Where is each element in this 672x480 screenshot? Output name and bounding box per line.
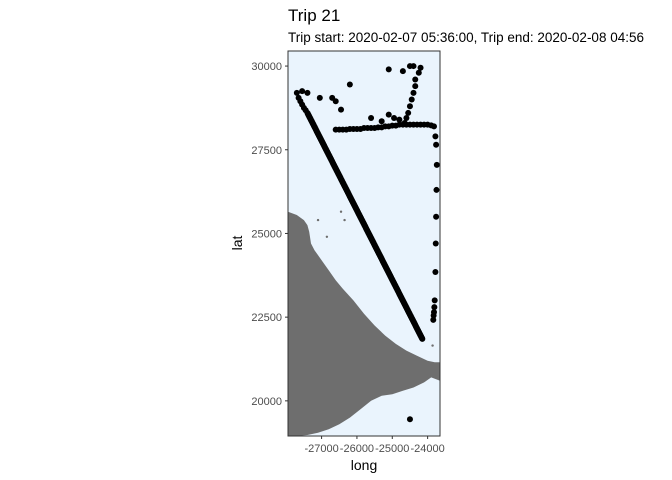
data-point (415, 69, 422, 76)
data-point (433, 161, 440, 168)
x-axis: -27000 -26000 -25000 -24000 (304, 436, 445, 455)
data-point (430, 312, 437, 319)
islet (325, 235, 329, 239)
data-point (432, 240, 439, 247)
data-point (391, 114, 398, 121)
data-point (406, 416, 413, 423)
x-tick-label: -25000 (375, 443, 409, 455)
x-tick-label: -27000 (304, 443, 338, 455)
data-point (368, 114, 375, 121)
data-point (430, 123, 437, 130)
islet (431, 344, 434, 347)
y-tick-label: 22500 (251, 312, 282, 324)
data-point (293, 89, 300, 96)
x-tick-label: -26000 (340, 443, 374, 455)
data-point (332, 98, 339, 105)
y-tick-label: 20000 (251, 396, 282, 408)
data-point (419, 335, 426, 342)
data-point (346, 81, 353, 88)
chart-subtitle: Trip start: 2020-02-07 05:36:00, Trip en… (288, 30, 644, 45)
data-point (432, 268, 439, 275)
data-point (385, 111, 392, 118)
data-point (410, 89, 417, 96)
data-point (410, 63, 417, 70)
data-point (433, 141, 440, 148)
data-point (405, 109, 412, 116)
islet (343, 218, 346, 222)
data-point (304, 89, 311, 96)
data-point (430, 316, 437, 323)
data-point (433, 213, 440, 220)
data-point (433, 186, 440, 193)
data-point (399, 68, 406, 75)
data-point (408, 96, 415, 103)
land-mass (288, 211, 440, 436)
data-point (378, 118, 385, 125)
data-point (403, 114, 410, 121)
data-point (396, 116, 403, 123)
points-layer (293, 63, 440, 423)
data-point (401, 119, 408, 126)
x-tick-label: -24000 (410, 443, 444, 455)
islet (339, 210, 343, 213)
data-point (412, 83, 419, 90)
y-axis: 20000 22500 25000 27500 30000 (251, 61, 288, 408)
data-point (412, 76, 419, 83)
chart-title: Trip 21 (288, 6, 340, 25)
data-point (406, 103, 413, 110)
x-axis-title: long (351, 457, 377, 473)
y-tick-label: 30000 (251, 61, 282, 73)
y-tick-label: 25000 (251, 228, 282, 240)
land-layer (288, 210, 440, 436)
data-point (316, 94, 323, 101)
data-point (431, 297, 438, 304)
panel-border (287, 50, 441, 437)
data-point (385, 66, 392, 73)
y-tick-label: 27500 (251, 145, 282, 157)
y-axis-title: lat (229, 236, 245, 251)
data-point (417, 64, 424, 71)
islet (316, 218, 320, 222)
data-point (431, 304, 438, 311)
data-point (432, 133, 439, 140)
data-point (302, 107, 309, 114)
data-point (338, 106, 345, 113)
data-point (299, 88, 306, 95)
